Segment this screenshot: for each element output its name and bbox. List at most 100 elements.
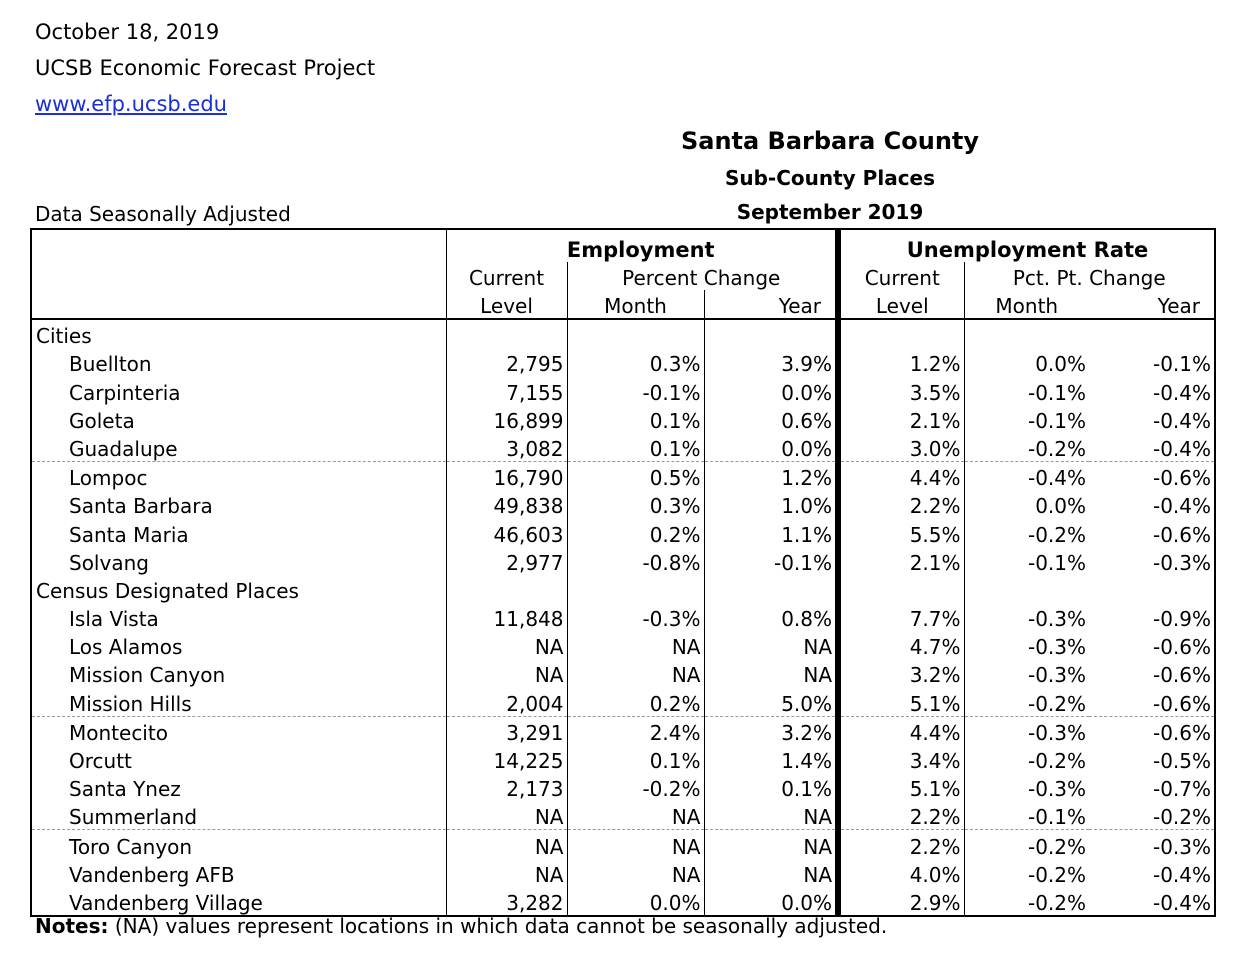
table-row: Santa Maria 46,603 0.2% 1.1% 5.5% -0.2% -0.6% <box>31 518 1215 547</box>
table-footnote: Notes: (NA) values represent locations i… <box>35 914 887 938</box>
unemployment-rate: 3.2% <box>835 659 965 688</box>
employment-month-change: NA <box>566 659 704 688</box>
place-name: Summerland <box>31 801 446 831</box>
section-empty-cell <box>1089 319 1215 348</box>
employment-level: 2,977 <box>445 546 567 575</box>
section-empty-cell <box>566 574 704 603</box>
unemployment-month-change: -0.3% <box>963 773 1090 802</box>
employment-level: 49,838 <box>445 490 567 519</box>
table-row: Lompoc 16,790 0.5% 1.2% 4.4% -0.4% -0.6% <box>31 461 1215 491</box>
unemployment-rate: 5.1% <box>835 773 965 802</box>
unemployment-month-change: -0.2% <box>963 829 1090 859</box>
unemployment-month-change: -0.3% <box>963 631 1090 660</box>
section-empty-cell <box>963 574 1090 603</box>
section-empty-cell <box>445 574 567 603</box>
table-body: Cities Buellton 2,795 0.3% 3.9% 1.2% 0.0% -0.1%… <box>31 319 1216 916</box>
website-link[interactable]: www.efp.ucsb.edu <box>35 92 227 116</box>
employment-year-change: 3.9% <box>703 348 839 377</box>
table-row: Buellton 2,795 0.3% 3.9% 1.2% 0.0% -0.1% <box>31 348 1215 377</box>
unemployment-rate: 5.1% <box>835 687 965 717</box>
unemployment-year-change: -0.4% <box>1152 380 1212 405</box>
seasonal-adjustment-note: Data Seasonally Adjusted <box>35 202 291 226</box>
place-name: Mission Canyon <box>69 663 226 688</box>
unemployment-rate: 4.7% <box>835 631 965 660</box>
table-row: Los Alamos NA NA NA 4.7% -0.3% -0.6% <box>31 631 1215 660</box>
employment-month-change: 0.1% <box>566 404 704 433</box>
unemployment-month-change: -0.2% <box>963 744 1090 773</box>
employment-month-change: 0.3% <box>566 490 704 519</box>
employment-month-change: NA <box>566 801 704 831</box>
table-row: Carpinteria 7,155 -0.1% 0.0% 3.5% -0.1% -0.4% <box>31 376 1215 405</box>
place-name: Lompoc <box>69 466 148 491</box>
notes-text: (NA) values represent locations in which… <box>108 914 888 938</box>
table-row: Santa Barbara 49,838 0.3% 1.0% 2.2% 0.0% -0.4% <box>31 490 1215 519</box>
employment-level: NA <box>445 631 567 660</box>
unemployment-month-change: -0.3% <box>963 716 1090 745</box>
place-name: Mission Hills <box>31 687 446 717</box>
place-name: Montecito <box>69 720 168 745</box>
employment-year-change: 5.0% <box>703 687 839 717</box>
employment-year-change: NA <box>703 858 839 887</box>
employment-year-change: 3.2% <box>703 716 839 745</box>
unemployment-year-change: -0.5% <box>1152 749 1212 773</box>
unemployment-year-change: -0.3% <box>1152 550 1212 575</box>
employment-year-change: 1.4% <box>703 744 839 773</box>
place-name: Toro Canyon <box>69 834 193 859</box>
unemployment-month-change: -0.1% <box>963 546 1090 575</box>
employment-year-change: 1.1% <box>703 518 839 547</box>
employment-month-change: 0.1% <box>566 432 704 462</box>
emp-year-header: Year <box>703 290 839 319</box>
section-empty-cell <box>703 319 839 349</box>
section-empty-cell <box>963 319 1090 349</box>
blank-cell <box>31 290 446 319</box>
employment-level: 16,899 <box>445 404 567 433</box>
unemployment-month-change: -0.2% <box>963 687 1090 717</box>
table-row: Toro Canyon NA NA NA 2.2% -0.2% -0.3% <box>31 829 1215 859</box>
unemployment-rate: 2.9% <box>835 886 965 916</box>
unemployment-month-change: -0.1% <box>963 404 1090 433</box>
corner-cell <box>31 229 446 262</box>
unemployment-rate: 2.1% <box>835 404 965 433</box>
unemployment-rate: 1.2% <box>835 348 965 377</box>
employment-year-change: NA <box>703 801 839 831</box>
section-row: Cities <box>31 319 1215 349</box>
employment-month-change: -0.8% <box>566 546 704 575</box>
table-subtitle: Sub-County Places <box>724 166 936 190</box>
employment-level: 46,603 <box>445 518 567 547</box>
employment-month-change: -0.1% <box>566 376 704 405</box>
table-row: Vandenberg AFB NA NA NA 4.0% -0.2% -0.4% <box>31 858 1215 887</box>
employment-year-change: -0.1% <box>703 546 839 575</box>
employment-month-change: 2.4% <box>566 716 704 745</box>
employment-month-change: 0.1% <box>566 744 704 773</box>
table-row: Vandenberg Village 3,282 0.0% 0.0% 2.9% -0.2%… <box>31 886 1215 916</box>
table-row: Goleta 16,899 0.1% 0.6% 2.1% -0.1% -0.4% <box>31 404 1215 433</box>
unemployment-year-change: -0.2% <box>1089 801 1216 831</box>
unemployment-month-change: -0.2% <box>963 432 1090 462</box>
emp-month-header: Month <box>566 290 704 319</box>
employment-level: NA <box>445 829 567 859</box>
employment-level: NA <box>445 858 567 887</box>
employment-level: 14,225 <box>445 744 567 773</box>
section-empty-cell <box>835 319 965 349</box>
unemployment-header: Unemployment Rate <box>835 229 1216 262</box>
unemployment-month-change: -0.1% <box>963 801 1090 831</box>
section-empty-cell <box>566 319 704 349</box>
place-name: Solvang <box>69 550 149 575</box>
unemployment-rate: 5.5% <box>835 518 965 547</box>
notes-label: Notes: <box>35 914 109 938</box>
unemployment-year-change: -0.3% <box>1152 834 1212 859</box>
employment-month-change: NA <box>566 858 704 887</box>
employment-level: 7,155 <box>445 376 567 405</box>
section-empty-cell <box>835 574 965 603</box>
employment-year-change: 0.0% <box>703 886 839 916</box>
place-name: Santa Maria <box>69 522 189 547</box>
employment-month-change: -0.3% <box>566 602 704 632</box>
unemployment-rate: 4.4% <box>835 716 965 745</box>
employment-level: 3,291 <box>445 716 567 745</box>
unemployment-month-change: -0.3% <box>963 659 1090 688</box>
employment-year-change: NA <box>703 829 839 859</box>
table-row: Mission Canyon NA NA NA 3.2% -0.3% -0.6% <box>31 659 1215 688</box>
employment-level: 2,173 <box>445 773 567 802</box>
table-row: Orcutt 14,225 0.1% 1.4% 3.4% -0.2% -0.5% <box>31 744 1215 773</box>
table-period: September 2019 <box>736 200 924 224</box>
